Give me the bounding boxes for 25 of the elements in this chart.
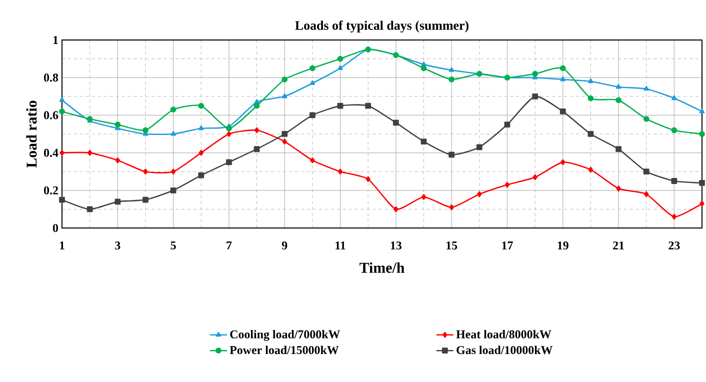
x-tick-label: 1 xyxy=(60,241,64,250)
y-tick-label: 0.4 xyxy=(44,148,58,157)
y-axis-title: Load ratio xyxy=(26,100,37,168)
y-tick-label: 1 xyxy=(53,36,58,44)
y-tick-label: 0 xyxy=(52,224,58,232)
x-tick-label: 9 xyxy=(282,241,288,250)
x-tick-label: 23 xyxy=(668,241,680,250)
y-tick-label: 0.8 xyxy=(44,74,58,82)
x-tick-label: 15 xyxy=(446,241,458,250)
legend-label: Cooling load/7000kW xyxy=(230,330,340,341)
legend-label: Gas load/10000kW xyxy=(456,346,553,354)
x-tick-label: 21 xyxy=(613,241,624,250)
x-tick-label: 19 xyxy=(558,241,568,250)
x-tick-label: 17 xyxy=(502,241,513,250)
x-tick-label: 3 xyxy=(115,241,120,250)
y-tick-label: 0.2 xyxy=(44,186,58,194)
legend-label: Power load/15000kW xyxy=(230,346,339,354)
x-tick-label: 11 xyxy=(336,241,346,250)
x-tick-label: 5 xyxy=(170,241,176,250)
x-tick-label: 13 xyxy=(390,241,402,250)
x-axis-title: Time/h xyxy=(360,262,404,273)
x-tick-label: 7 xyxy=(226,241,232,250)
legend-label: Heat load/8000kW xyxy=(456,330,552,338)
y-tick-label: 0.6 xyxy=(44,111,58,120)
chart-title: Loads of typical days (summer) xyxy=(295,20,468,32)
